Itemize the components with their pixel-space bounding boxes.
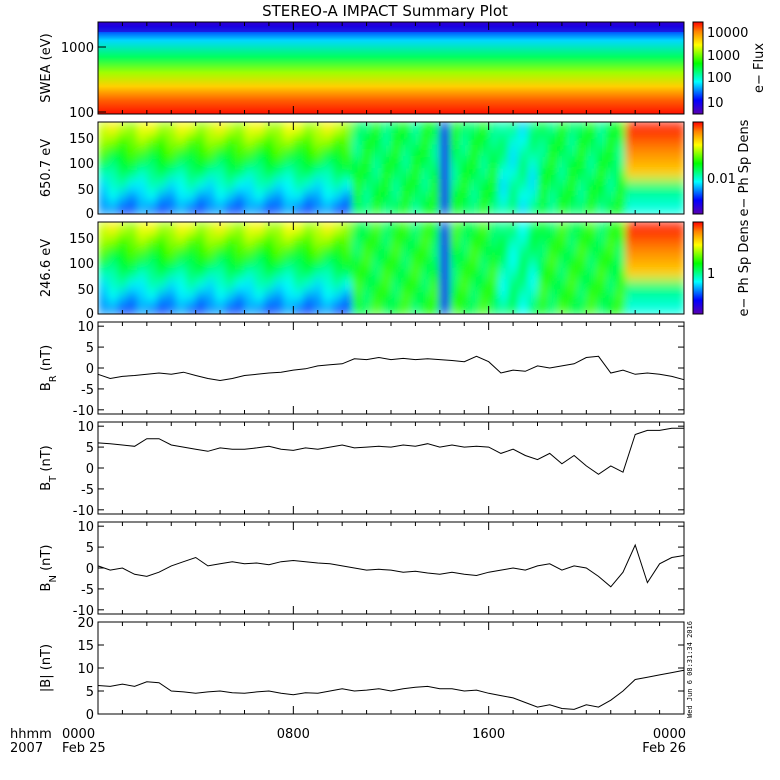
swea-panel: SWEA (eV) 1000 100 10000 1000 100 10 e− …	[39, 21, 767, 121]
bt-ytick-label: 0	[86, 462, 94, 477]
bn-ytick-label: -10	[73, 604, 94, 619]
bn-frame	[97, 521, 685, 615]
pad-246-panel: 246.6 eV 150 100 50 0 1 e− Ph Sp Dens	[39, 219, 752, 322]
pad-650-ytick-50: 50	[77, 183, 94, 198]
br-ytick-label: -10	[73, 404, 94, 419]
bt-ylabel: BT (nT)	[39, 445, 59, 491]
swea-ylabel: SWEA (eV)	[39, 33, 54, 102]
swea-cbar-tick-10000: 10000	[707, 26, 748, 41]
bt-frame	[97, 421, 685, 515]
time-tick-label: 0000	[653, 727, 686, 742]
br-ylabel: BR (nT)	[39, 345, 59, 391]
bn-ylabel: BN (nT)	[39, 545, 59, 592]
pad-650-ytick-0: 0	[86, 207, 94, 222]
pad-246-ylabel: 246.6 eV	[39, 239, 54, 297]
swea-ytick-100: 100	[69, 106, 94, 121]
bmag-panel: 20 15 10 5 0 |B| (nT)	[39, 616, 685, 723]
br-ytick-label: 5	[86, 341, 94, 356]
swea-ytick-1000: 1000	[61, 41, 94, 56]
bmag-ylabel: |B| (nT)	[39, 644, 54, 692]
bt-ytick-label: 5	[86, 441, 94, 456]
swea-cbar-tick-100: 100	[707, 71, 732, 86]
bn-panel: 10 5 0 -5 -10 BN (nT)	[39, 520, 685, 619]
bmag-frame	[97, 621, 685, 715]
br-frame	[97, 321, 685, 415]
bt-panel: 10 5 0 -5 -10 BT (nT)	[39, 420, 685, 519]
pad-246-ytick-50: 50	[77, 283, 94, 298]
pad-246-cbar-tick: 1	[707, 267, 715, 282]
pad-246-ytick-0: 0	[86, 307, 94, 322]
pad-650-colorbar	[692, 121, 704, 215]
br-panel: 10 5 0 -5 -10 BR (nT)	[39, 320, 685, 419]
pad-246-colorbar	[692, 221, 704, 315]
bmag-ytick-label: 20	[77, 616, 94, 631]
bt-ytick-label: 10	[77, 420, 94, 435]
time-tick-label: 0000	[62, 727, 95, 742]
bn-ytick-label: 10	[77, 520, 94, 535]
time-axis-label-hhmm: hhmm	[10, 727, 52, 742]
plot-title: STEREO-A IMPACT Summary Plot	[262, 2, 508, 20]
swea-cbar-label: e− Flux	[752, 43, 767, 93]
bn-ytick-label: -5	[81, 583, 94, 598]
swea-cbar-tick-1000: 1000	[707, 49, 740, 64]
time-tick-label: 1600	[472, 727, 505, 742]
swea-spectrogram	[98, 22, 684, 114]
pad-650-ylabel: 650.7 eV	[39, 139, 54, 197]
br-ytick-label: 10	[77, 320, 94, 335]
time-tick-date: Feb 25	[62, 741, 106, 756]
bmag-ytick-label: 10	[77, 662, 94, 677]
br-series-line	[97, 355, 685, 382]
time-tick-date: Feb 26	[642, 741, 686, 756]
bmag-series-line	[97, 669, 685, 710]
bmag-ytick-label: 5	[86, 685, 94, 700]
time-axis-label-year: 2007	[10, 741, 43, 756]
swea-cbar-tick-10: 10	[707, 96, 724, 111]
pad-650-cbar-tick: 0.01	[707, 172, 736, 187]
pad-246-ytick-150: 150	[69, 232, 94, 247]
magnetic-field-panels: 10 5 0 -5 -10 BR (nT) 10 5 0 -5 -10 BT (nT) 10 5 0 -5 -1…	[39, 320, 685, 723]
bmag-ytick-label: 15	[77, 639, 94, 654]
bt-ytick-label: -10	[73, 504, 94, 519]
generation-timestamp: Wed Jun 6 08:31:34 2016	[686, 621, 694, 718]
bt-series-line	[97, 427, 684, 475]
swea-colorbar	[692, 21, 704, 115]
pad-246-ytick-100: 100	[69, 257, 94, 272]
bn-series-line	[97, 543, 685, 588]
pad-650-ytick-100: 100	[69, 157, 94, 172]
pad-650-cbar-label: e− Ph Sp Dens	[737, 119, 752, 216]
bt-ytick-label: -5	[81, 483, 94, 498]
pad-650-panel: 650.7 eV 150 100 50 0 0.01 e− Ph Sp Dens	[39, 119, 752, 222]
pad-246-spectrogram	[98, 222, 684, 314]
br-ytick-label: 0	[86, 362, 94, 377]
pad-650-ytick-150: 150	[69, 132, 94, 147]
bmag-ytick-label: 0	[86, 708, 94, 723]
br-ytick-label: -5	[81, 383, 94, 398]
bn-ytick-label: 5	[86, 541, 94, 556]
time-tick-label: 0800	[277, 727, 310, 742]
bn-ytick-label: 0	[86, 562, 94, 577]
pad-246-cbar-label: e− Ph Sp Dens	[737, 219, 752, 316]
pad-650-spectrogram	[98, 122, 684, 214]
